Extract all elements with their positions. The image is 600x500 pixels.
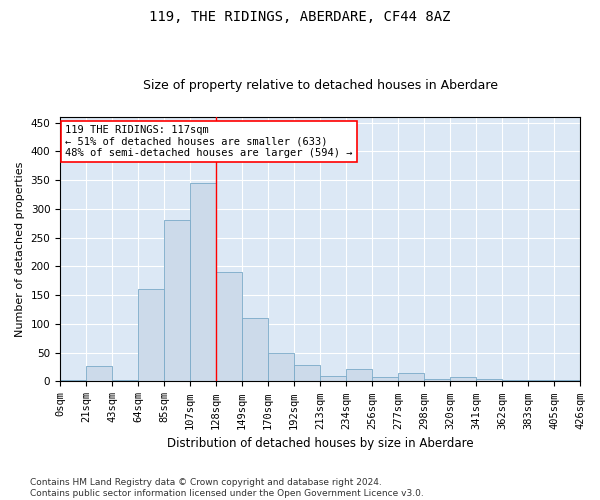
Bar bbox=[138, 290, 164, 382]
Bar bbox=[502, 380, 528, 382]
Bar bbox=[528, 380, 554, 382]
Bar bbox=[86, 366, 112, 382]
Bar bbox=[216, 272, 242, 382]
Bar bbox=[476, 378, 502, 382]
Bar bbox=[450, 377, 476, 382]
Bar bbox=[424, 378, 450, 382]
Bar bbox=[164, 220, 190, 382]
Bar bbox=[112, 380, 138, 382]
Text: Contains HM Land Registry data © Crown copyright and database right 2024.
Contai: Contains HM Land Registry data © Crown c… bbox=[30, 478, 424, 498]
Bar bbox=[398, 373, 424, 382]
Bar bbox=[554, 380, 580, 382]
Bar bbox=[294, 366, 320, 382]
Text: 119, THE RIDINGS, ABERDARE, CF44 8AZ: 119, THE RIDINGS, ABERDARE, CF44 8AZ bbox=[149, 10, 451, 24]
Title: Size of property relative to detached houses in Aberdare: Size of property relative to detached ho… bbox=[143, 79, 497, 92]
Bar bbox=[346, 369, 372, 382]
Bar bbox=[60, 380, 86, 382]
Y-axis label: Number of detached properties: Number of detached properties bbox=[15, 162, 25, 337]
Bar bbox=[268, 352, 294, 382]
Bar bbox=[372, 377, 398, 382]
Bar bbox=[190, 183, 216, 382]
X-axis label: Distribution of detached houses by size in Aberdare: Distribution of detached houses by size … bbox=[167, 437, 473, 450]
Bar bbox=[242, 318, 268, 382]
Bar bbox=[320, 376, 346, 382]
Text: 119 THE RIDINGS: 117sqm
← 51% of detached houses are smaller (633)
48% of semi-d: 119 THE RIDINGS: 117sqm ← 51% of detache… bbox=[65, 124, 353, 158]
